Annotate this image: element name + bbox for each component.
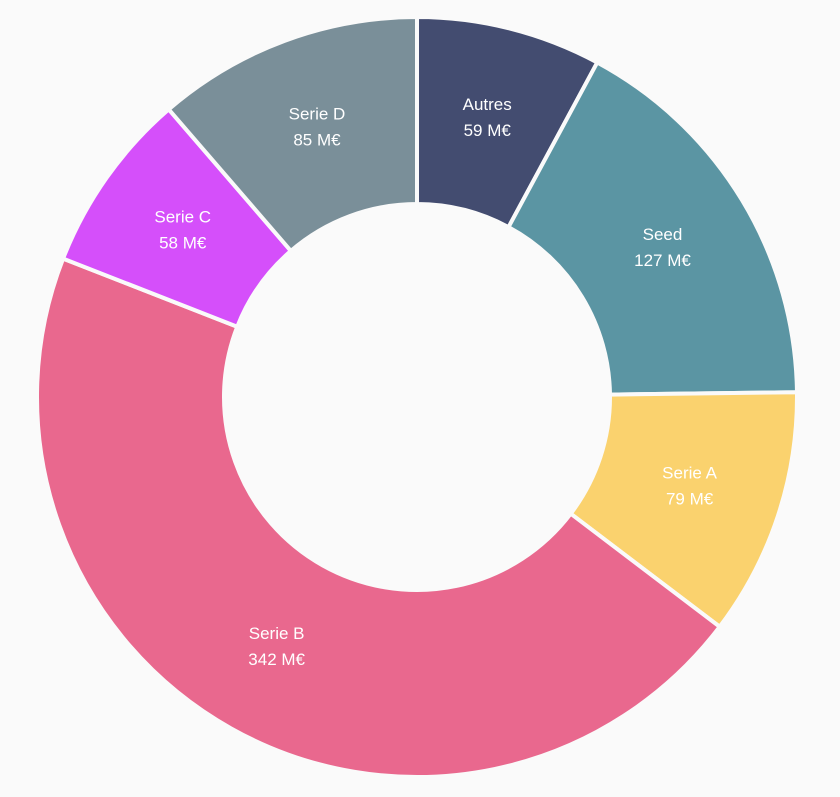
slice-label: Seed bbox=[643, 225, 683, 244]
slice-value-label: 342 M€ bbox=[248, 650, 305, 669]
slice-label: Serie C bbox=[154, 208, 211, 227]
slice-value-label: 127 M€ bbox=[634, 251, 691, 270]
donut-slice bbox=[166, 15, 419, 253]
slice-value-label: 85 M€ bbox=[293, 130, 341, 149]
slice-label: Serie A bbox=[662, 463, 717, 482]
slice-value-label: 58 M€ bbox=[159, 234, 207, 253]
donut-slice bbox=[506, 60, 799, 397]
slice-value-label: 59 M€ bbox=[464, 121, 512, 140]
slice-label: Serie B bbox=[249, 624, 305, 643]
slice-label: Autres bbox=[463, 95, 512, 114]
donut-slice bbox=[35, 256, 722, 779]
slice-value-label: 79 M€ bbox=[666, 489, 714, 508]
slice-label: Serie D bbox=[289, 104, 346, 123]
